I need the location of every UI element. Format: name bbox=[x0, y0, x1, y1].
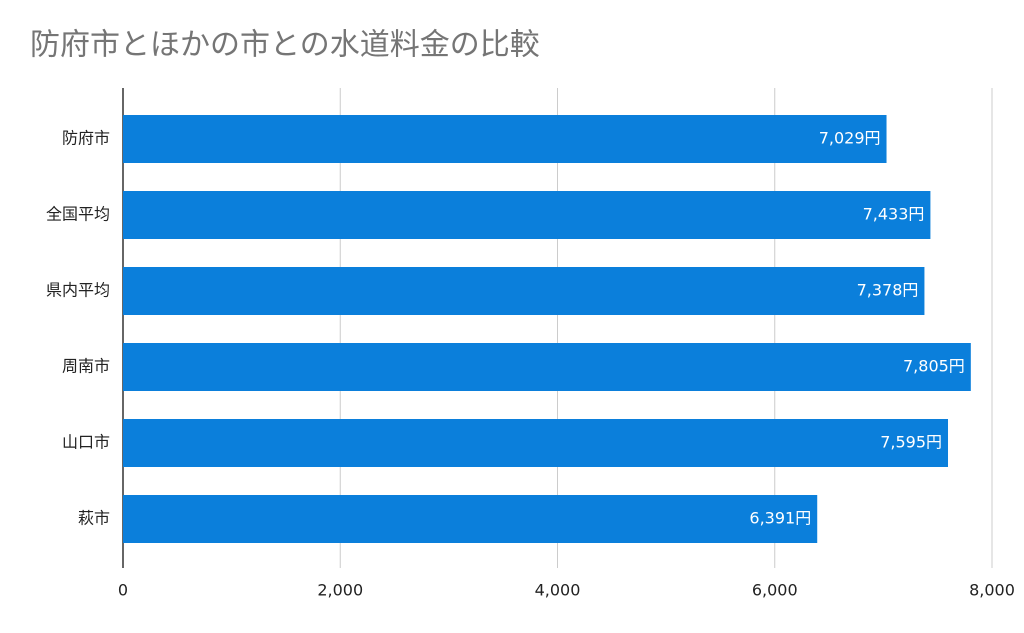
value-label: 7,433円 bbox=[863, 205, 925, 224]
value-label: 7,595円 bbox=[880, 433, 942, 452]
y-tick-label: 萩市 bbox=[78, 509, 110, 528]
x-tick-label: 8,000 bbox=[969, 581, 1015, 600]
value-label: 7,029円 bbox=[819, 129, 881, 148]
x-tick-label: 6,000 bbox=[752, 581, 798, 600]
y-tick-label: 防府市 bbox=[62, 129, 110, 148]
x-tick-label: 2,000 bbox=[317, 581, 363, 600]
y-tick-label: 周南市 bbox=[62, 357, 110, 376]
bar bbox=[123, 267, 925, 315]
bar bbox=[123, 343, 971, 391]
x-tick-label: 4,000 bbox=[535, 581, 581, 600]
value-label: 7,805円 bbox=[903, 357, 965, 376]
bar bbox=[123, 115, 887, 163]
x-tick-label: 0 bbox=[118, 581, 128, 600]
y-tick-label: 全国平均 bbox=[46, 205, 110, 224]
value-label: 6,391円 bbox=[749, 509, 811, 528]
value-label: 7,378円 bbox=[857, 281, 919, 300]
y-tick-label: 県内平均 bbox=[46, 281, 110, 300]
y-tick-label: 山口市 bbox=[62, 433, 110, 452]
bar bbox=[123, 419, 949, 467]
chart-title: 防府市とほかの市との水道料金の比較 bbox=[30, 28, 540, 63]
bar bbox=[123, 191, 931, 239]
bar bbox=[123, 495, 818, 543]
